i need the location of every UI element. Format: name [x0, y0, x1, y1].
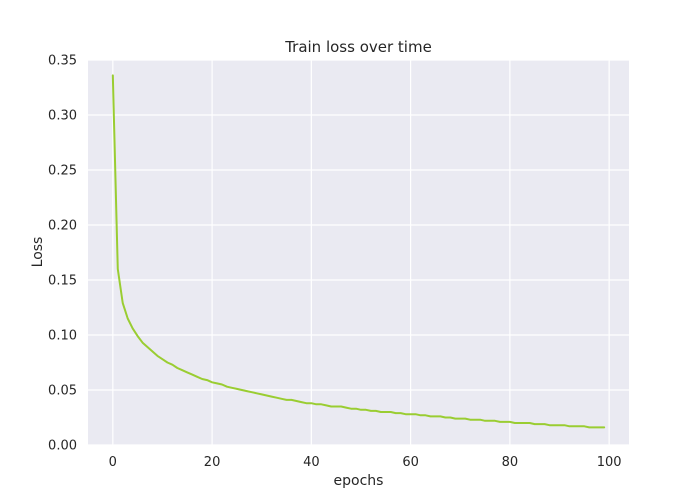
- plot-background: [88, 60, 629, 445]
- y-axis-label: Loss: [30, 237, 46, 268]
- tick-labels: 0 20 40 60 80 100 0.00 0.05 0.10 0.15 0.20 0.25 0.30…: [48, 54, 622, 471]
- x-tick-label: 60: [402, 455, 419, 470]
- x-axis-label: epochs: [334, 473, 384, 489]
- grid: [88, 59, 629, 446]
- x-tick-label: 0: [109, 455, 117, 470]
- y-tick-label: 0.00: [48, 439, 77, 454]
- series-layer: [111, 74, 606, 429]
- y-tick-label: 0.10: [48, 329, 77, 344]
- chart-title: Train loss over time: [284, 38, 432, 56]
- y-tick-label: 0.35: [48, 54, 77, 69]
- y-tick-label: 0.15: [48, 274, 77, 289]
- y-tick-label: 0.05: [48, 384, 77, 399]
- x-tick-label: 80: [502, 455, 519, 470]
- train-loss-line: [111, 74, 606, 429]
- y-tick-label: 0.20: [48, 219, 77, 234]
- x-tick-label: 40: [303, 455, 320, 470]
- y-tick-label: 0.25: [48, 164, 77, 179]
- y-tick-label: 0.30: [48, 109, 77, 124]
- x-tick-label: 20: [204, 455, 221, 470]
- x-tick-label: 100: [597, 455, 622, 470]
